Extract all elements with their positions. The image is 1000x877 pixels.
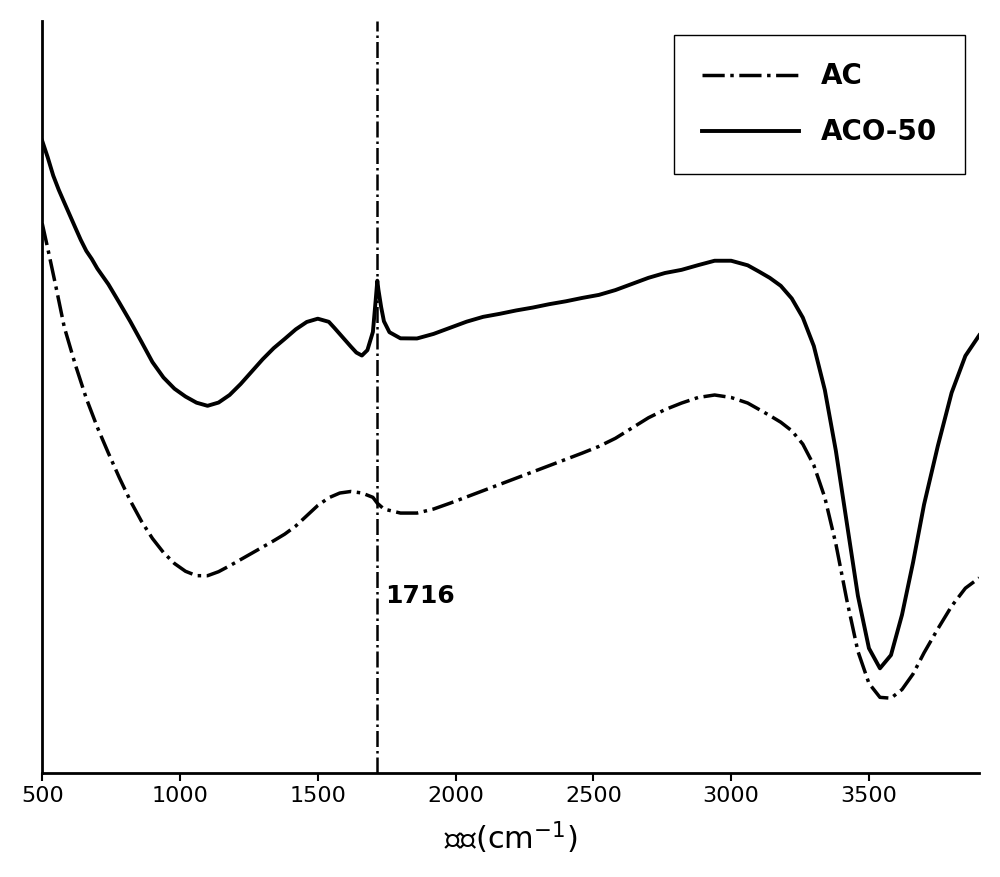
AC <box>626 423 638 433</box>
AC <box>973 573 985 583</box>
AC <box>36 218 48 229</box>
AC <box>102 448 114 459</box>
AC <box>659 404 671 415</box>
ACO-50 <box>47 170 59 181</box>
AC <box>797 438 809 449</box>
AC <box>312 500 324 510</box>
Line: AC: AC <box>42 224 979 698</box>
ACO-50 <box>477 311 489 322</box>
ACO-50 <box>375 302 387 312</box>
ACO-50 <box>257 354 269 365</box>
Legend: AC, ACO-50: AC, ACO-50 <box>674 35 965 174</box>
Line: ACO-50: ACO-50 <box>42 141 979 668</box>
AC <box>477 485 489 496</box>
ACO-50 <box>973 330 985 340</box>
ACO-50 <box>907 557 919 567</box>
X-axis label: 波数(cm$^{-1}$): 波数(cm$^{-1}$) <box>444 820 577 856</box>
ACO-50 <box>246 367 258 377</box>
Text: 1716: 1716 <box>386 584 455 609</box>
ACO-50 <box>36 136 48 146</box>
ACO-50 <box>874 663 886 674</box>
AC <box>885 693 897 703</box>
